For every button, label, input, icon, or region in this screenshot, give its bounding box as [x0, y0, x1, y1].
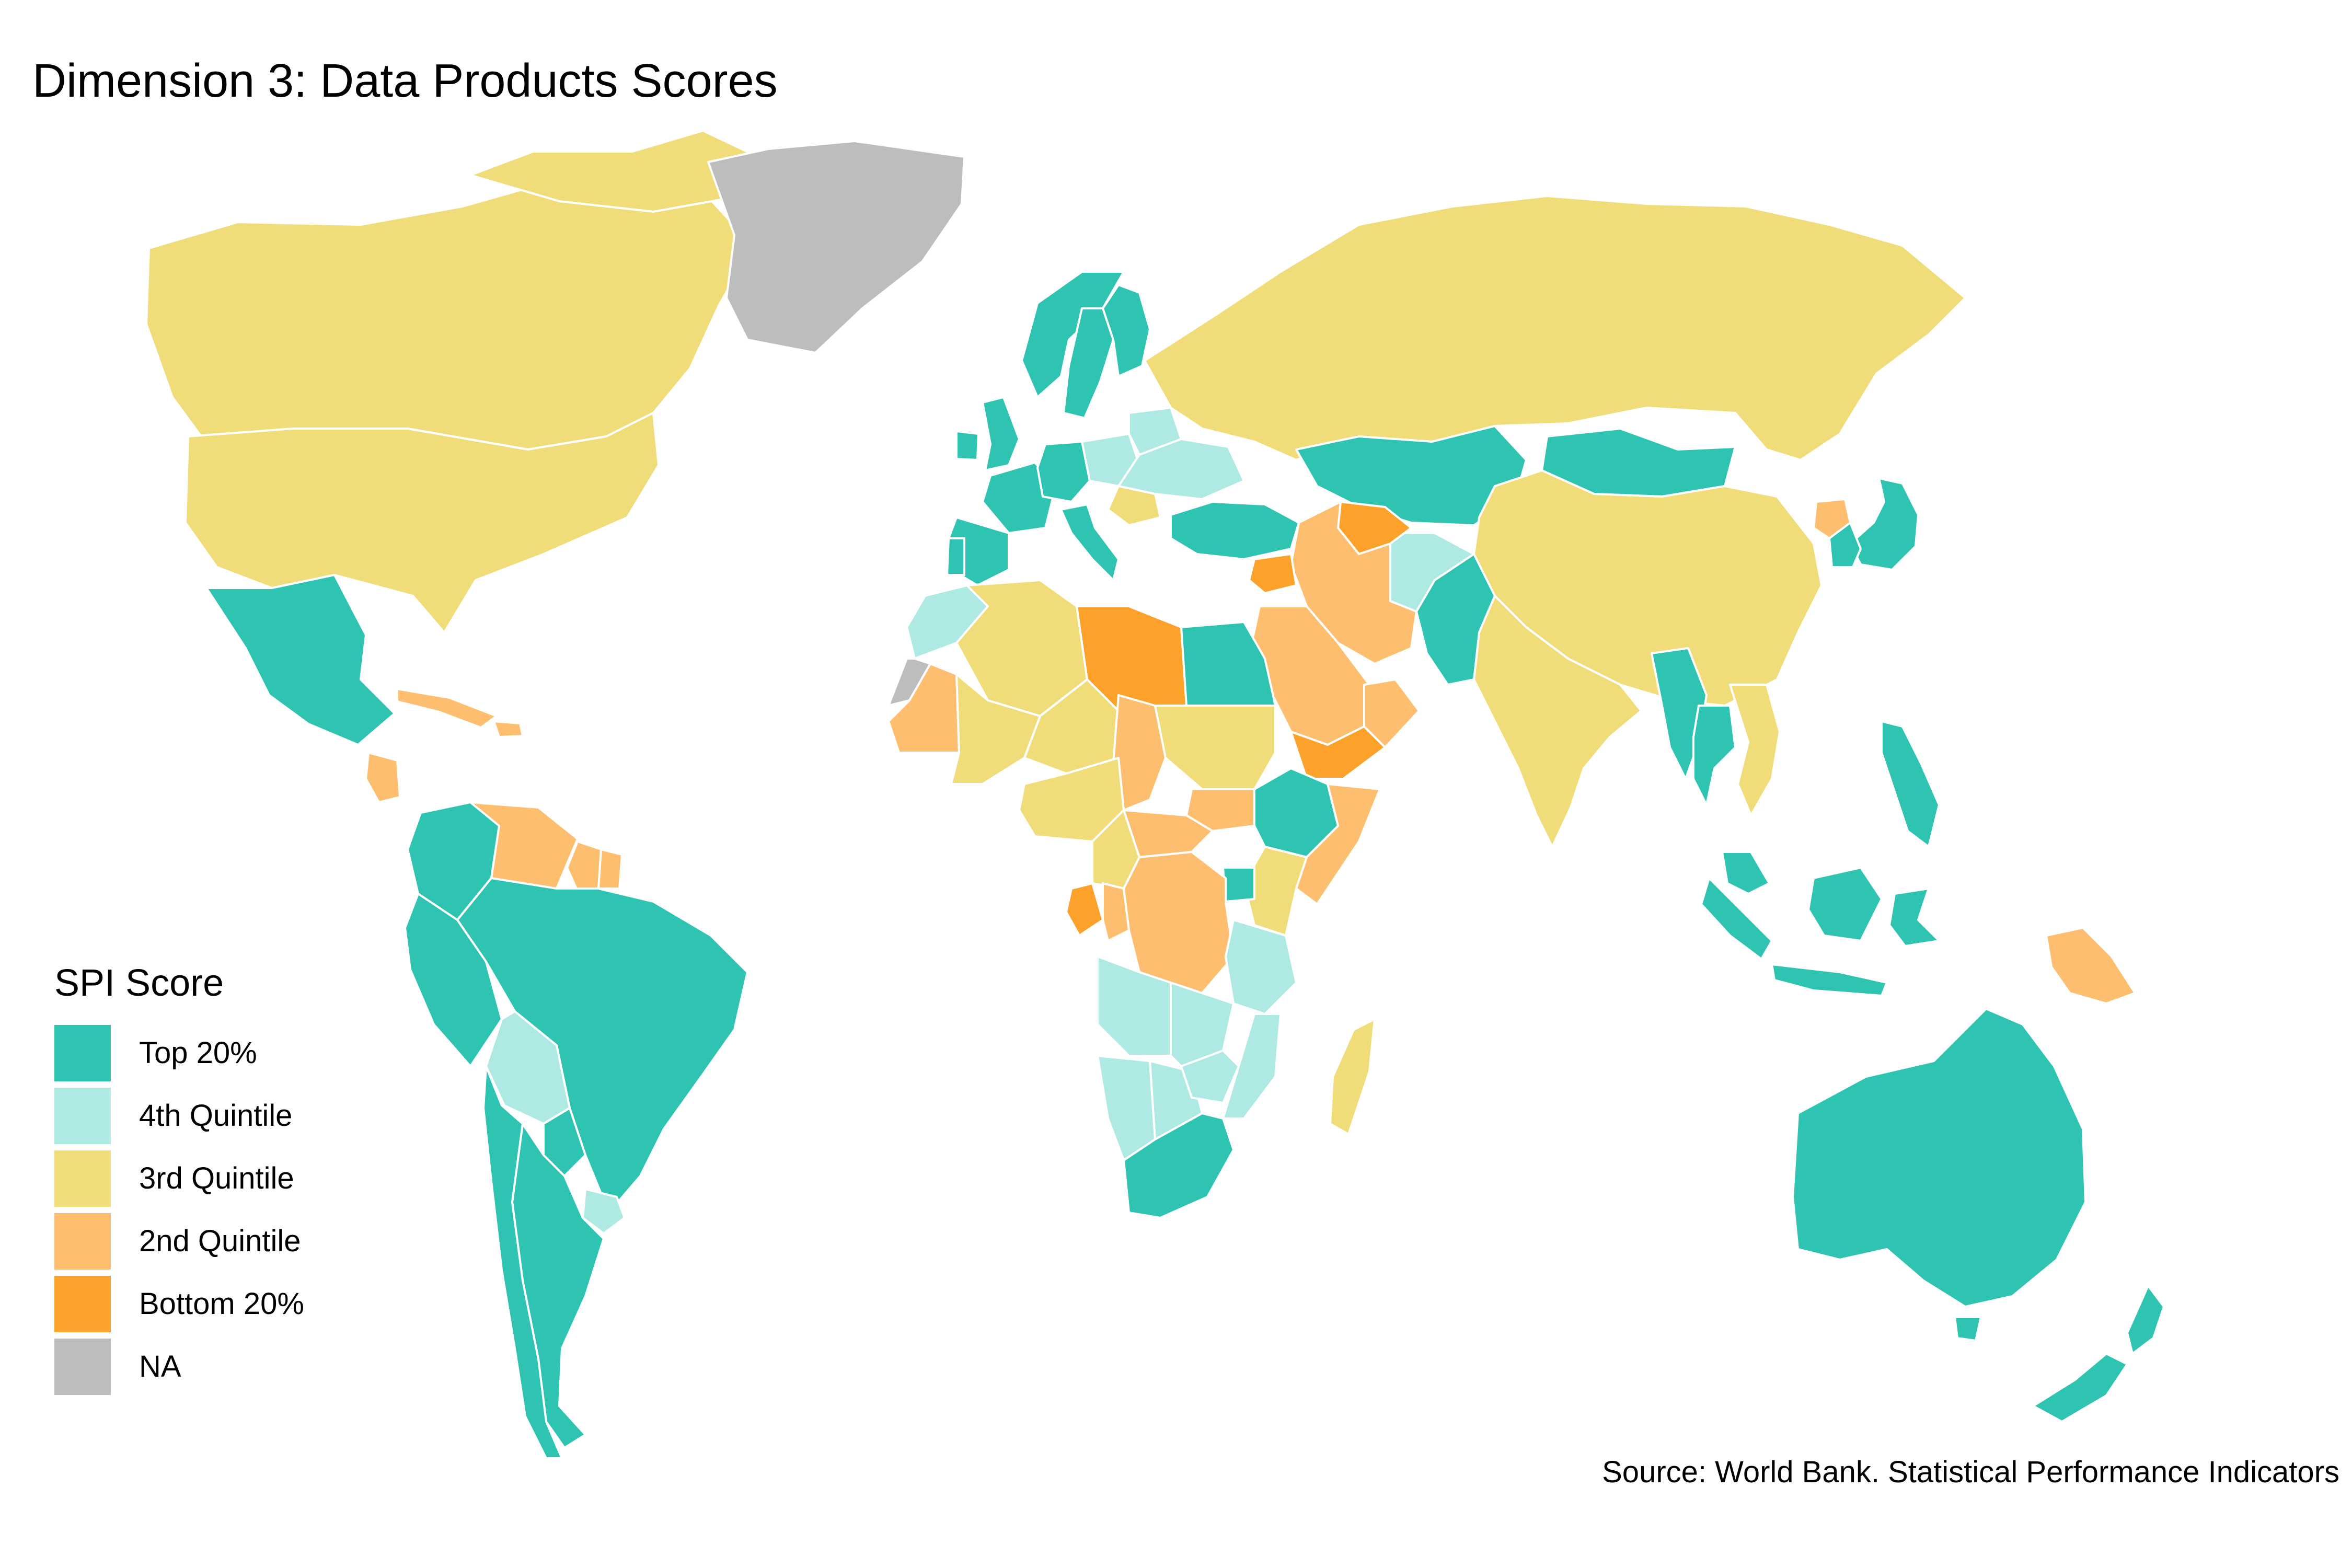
country-suriname: [597, 848, 623, 890]
country-layer: [145, 130, 2165, 1459]
legend-items: Top 20% 4th Quintile 3rd Quintile 2nd Qu…: [54, 1022, 394, 1398]
country-south-africa: [1123, 1112, 1235, 1219]
country-new-zealand-south: [2032, 1353, 2128, 1423]
country-turkey: [1170, 501, 1300, 560]
legend-item: 3rd Quintile: [54, 1147, 394, 1210]
legend-label: 4th Quintile: [139, 1099, 293, 1133]
country-mali: [950, 673, 1041, 785]
legend-title: SPI Score: [54, 962, 224, 1004]
legend-item: NA: [54, 1335, 394, 1398]
country-zimbabwe: [1180, 1050, 1240, 1104]
legend-label: Bottom 20%: [139, 1287, 304, 1321]
country-romania: [1107, 485, 1161, 526]
country-norway: [1021, 271, 1125, 398]
country-new-zealand-north: [2126, 1285, 2165, 1355]
country-indonesia-sulawesi: [1888, 887, 1940, 947]
country-papua-new-guinea: [2045, 927, 2136, 1005]
legend-label: 3rd Quintile: [139, 1161, 294, 1195]
country-australia-tasmania: [1954, 1316, 1982, 1342]
legend-item: Bottom 20%: [54, 1273, 394, 1335]
country-brazil: [456, 877, 748, 1214]
country-indonesia: [1700, 877, 1773, 960]
country-ireland: [955, 430, 979, 461]
country-italy: [1060, 503, 1120, 581]
country-portugal: [946, 537, 965, 576]
country-egypt: [1180, 621, 1276, 707]
country-france: [982, 462, 1057, 534]
legend-swatch: [54, 1213, 111, 1270]
country-malaysia: [1721, 851, 1770, 895]
country-united-kingdom: [982, 396, 1020, 471]
legend: SPI Score Top 20% 4th Quintile 3rd Quint…: [54, 964, 394, 1398]
country-south-sudan: [1185, 788, 1255, 832]
country-cuba: [396, 688, 498, 729]
country-australia: [1792, 1008, 2086, 1308]
legend-item: 4th Quintile: [54, 1085, 394, 1147]
country-chile: [482, 1065, 563, 1459]
country-central-african-republic: [1123, 809, 1214, 858]
country-thailand: [1692, 705, 1736, 806]
country-sudan: [1154, 705, 1276, 790]
country-indonesia-borneo: [1807, 867, 1883, 942]
country-gabon: [1065, 882, 1104, 937]
country-germany: [1036, 441, 1091, 503]
legend-swatch: [54, 1025, 111, 1081]
country-russia: [1144, 195, 1966, 461]
country-congo: [1102, 882, 1130, 942]
country-indonesia-java: [1771, 963, 1888, 997]
country-madagascar: [1329, 1018, 1376, 1135]
country-syria: [1248, 553, 1297, 594]
legend-item: 2nd Quintile: [54, 1210, 394, 1273]
legend-swatch: [54, 1150, 111, 1207]
country-greenland: [707, 140, 965, 354]
legend-swatch: [54, 1088, 111, 1144]
country-south-korea: [1828, 522, 1862, 568]
legend-label: 2nd Quintile: [139, 1224, 301, 1258]
country-mexico: [205, 574, 396, 746]
legend-label: NA: [139, 1350, 181, 1383]
legend-label: Top 20%: [139, 1036, 257, 1070]
source-caption: Source: World Bank. Statistical Performa…: [1602, 1455, 2339, 1489]
country-philippines: [1881, 720, 1940, 848]
country-uruguay: [582, 1188, 626, 1235]
country-somalia: [1295, 783, 1381, 905]
country-paraguay: [543, 1107, 586, 1177]
country-nicaragua: [365, 752, 401, 803]
legend-swatch: [54, 1339, 111, 1395]
country-pakistan: [1415, 553, 1496, 686]
country-finland: [1102, 284, 1151, 377]
country-vietnam: [1729, 684, 1781, 816]
legend-item: Top 20%: [54, 1022, 394, 1085]
country-canada: [145, 166, 754, 451]
map-title: Dimension 3: Data Products Scores: [32, 55, 778, 107]
country-india: [1473, 595, 1642, 848]
country-japan: [1849, 477, 1919, 571]
country-uganda: [1222, 867, 1255, 903]
legend-swatch: [54, 1276, 111, 1332]
country-haiti: [493, 720, 524, 738]
country-oman: [1363, 678, 1420, 748]
country-united-states: [185, 412, 660, 633]
